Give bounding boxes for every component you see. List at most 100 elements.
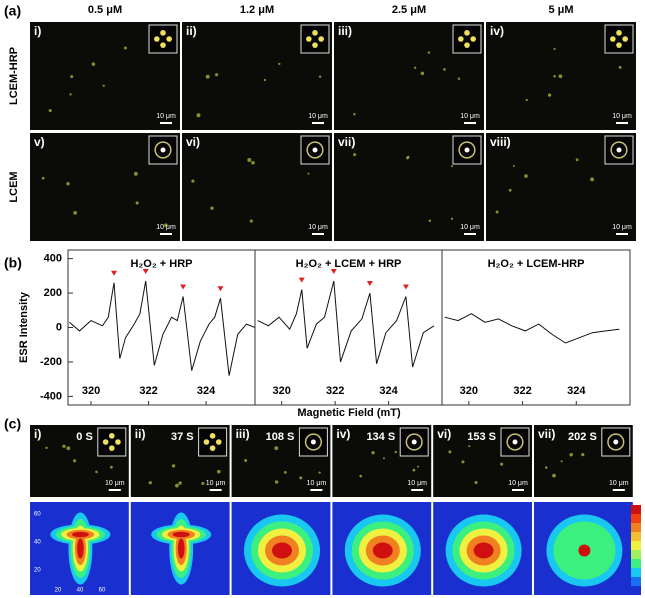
colorbar-cell	[631, 577, 641, 586]
particle	[307, 172, 310, 175]
peak-marker	[142, 269, 149, 274]
scale-bar	[464, 233, 476, 235]
image-label: vi)	[437, 427, 451, 441]
particle	[171, 464, 176, 468]
particle	[512, 164, 515, 167]
inset-ring	[506, 433, 524, 451]
particle	[247, 157, 252, 162]
particle	[299, 476, 303, 480]
x-tick-label: 320	[273, 385, 291, 397]
particle	[191, 179, 195, 183]
inset	[198, 427, 228, 457]
particle	[508, 188, 512, 192]
scale-label: 10 μm	[156, 113, 176, 120]
x-tick-label: 320	[460, 385, 478, 397]
inset	[97, 427, 127, 457]
image-label: vi)	[186, 135, 200, 149]
particle	[569, 453, 573, 457]
particle	[318, 75, 322, 78]
particle	[278, 62, 281, 66]
x-tick-label: 324	[379, 385, 398, 397]
chart-title: H₂O₂ + HRP	[130, 258, 192, 270]
map-tick: 40	[34, 540, 41, 546]
row-label: LCEM-HRP	[8, 47, 20, 105]
scale-bar	[616, 233, 628, 235]
particle	[495, 210, 499, 214]
inset-lobe	[160, 30, 166, 36]
inset-lobe	[154, 36, 160, 42]
heat-lobe	[177, 538, 185, 559]
particle	[91, 62, 96, 66]
x-axis-label: Magnetic Field (mT)	[297, 407, 401, 419]
particle	[69, 93, 72, 96]
scale-label: 10 μm	[206, 480, 226, 487]
y-tick-label: 400	[44, 253, 62, 265]
colorbar-cell	[631, 541, 641, 550]
scale-label: 10 μm	[156, 224, 176, 231]
inset-ring	[306, 141, 324, 159]
scale-label: 10 μm	[407, 480, 427, 487]
particle	[552, 473, 556, 478]
inset-lobe	[109, 445, 115, 451]
inset-lobe	[109, 433, 115, 439]
particle	[406, 156, 409, 160]
particle	[450, 217, 454, 220]
image-label: i)	[34, 24, 41, 38]
particle	[148, 481, 152, 485]
scale-label: 10 μm	[609, 480, 629, 487]
heat-lobe	[172, 531, 190, 538]
particle	[196, 113, 201, 118]
image-label: v)	[34, 135, 45, 149]
peak-marker	[217, 286, 224, 292]
particle	[575, 158, 579, 162]
particle	[251, 160, 255, 165]
particle	[45, 446, 48, 450]
particle	[201, 481, 205, 485]
particle	[468, 445, 471, 448]
particle	[175, 483, 179, 488]
inset-lobe	[622, 36, 628, 42]
particle	[216, 469, 221, 474]
particle	[553, 47, 556, 51]
particle	[178, 481, 182, 485]
particle	[420, 71, 425, 76]
particle	[263, 78, 267, 82]
scale-bar	[612, 489, 625, 491]
particle	[443, 68, 446, 71]
heat-ring	[473, 542, 494, 559]
y-tick-label: -200	[40, 356, 62, 368]
particle	[70, 75, 74, 79]
particle	[215, 73, 219, 77]
particle	[66, 182, 70, 186]
particle	[428, 219, 432, 223]
chart-frame	[67, 249, 631, 406]
particle	[318, 471, 321, 474]
particle	[164, 223, 168, 228]
heat-core	[578, 544, 591, 557]
scale-bar	[411, 489, 424, 491]
particle	[135, 201, 139, 205]
column-header: 5 μM	[548, 4, 573, 16]
scale-bar	[160, 233, 172, 235]
inset-lobe	[318, 36, 324, 42]
image-label: ii)	[135, 427, 146, 441]
particle	[416, 465, 420, 468]
time-label: 134 S	[366, 431, 395, 443]
colorbar-cell	[631, 559, 641, 568]
colorbar-cell	[631, 514, 641, 523]
time-label: 37 S	[171, 431, 194, 443]
inset-core	[464, 147, 470, 153]
inset-ring	[458, 141, 476, 159]
particle	[109, 465, 113, 469]
particle	[412, 468, 416, 472]
inset-core	[312, 147, 318, 153]
particle	[48, 108, 52, 113]
particle	[558, 74, 563, 79]
peak-marker	[298, 277, 305, 283]
map-tick: 40	[77, 588, 84, 594]
column-header: 2.5 μM	[392, 4, 426, 16]
inset-core	[616, 147, 622, 153]
particle	[448, 450, 452, 454]
inset-ring	[304, 433, 322, 451]
